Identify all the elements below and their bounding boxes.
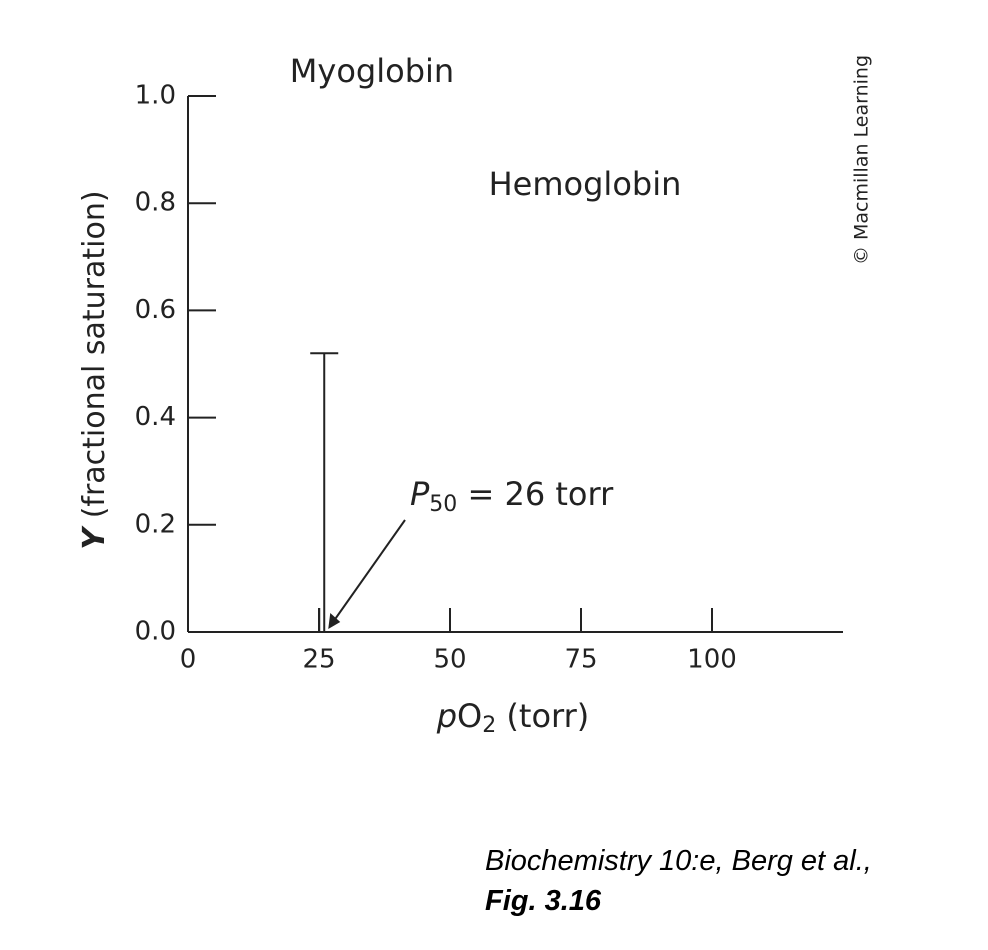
p50-label: P50 = 26 torr — [410, 475, 614, 517]
p50-subscript: 50 — [429, 492, 457, 517]
legend-label: Hemoglobin — [489, 165, 682, 203]
legend-label: Myoglobin — [290, 52, 454, 90]
copyright: © Macmillan Learning — [851, 55, 873, 265]
caption-line: Biochemistry 10:e, Berg et al., — [485, 845, 872, 877]
x-label-base: O — [457, 697, 482, 735]
y-tick-label: 0.6 — [135, 295, 176, 325]
x-label-sub: 2 — [482, 713, 496, 738]
x-tick-label: 75 — [564, 645, 597, 675]
caption-line: Fig. 3.16 — [485, 885, 602, 917]
y-tick-label: 1.0 — [135, 81, 176, 111]
x-axis-label: pO2 (torr) — [436, 697, 590, 738]
x-tick-label: 0 — [180, 645, 197, 675]
y-label-rest: (fractional saturation) — [77, 190, 112, 527]
x-label-italic: p — [436, 697, 457, 735]
p50-text: = 26 torr — [457, 475, 614, 513]
y-tick-label: 0.8 — [135, 188, 176, 218]
p50-arrowhead — [328, 613, 341, 629]
x-label-rest: (torr) — [496, 697, 589, 735]
x-tick-label: 25 — [302, 645, 335, 675]
y-label-italic: Y — [77, 525, 112, 550]
x-tick-label: 100 — [687, 645, 737, 675]
p50-symbol: P — [410, 475, 430, 513]
y-axis-label: Y (fractional saturation) — [77, 190, 112, 549]
y-tick-label: 0.0 — [135, 617, 176, 647]
x-tick-label: 50 — [433, 645, 466, 675]
y-tick-label: 0.2 — [135, 509, 176, 539]
p50-arrow — [329, 519, 406, 627]
y-tick-label: 0.4 — [135, 402, 176, 432]
